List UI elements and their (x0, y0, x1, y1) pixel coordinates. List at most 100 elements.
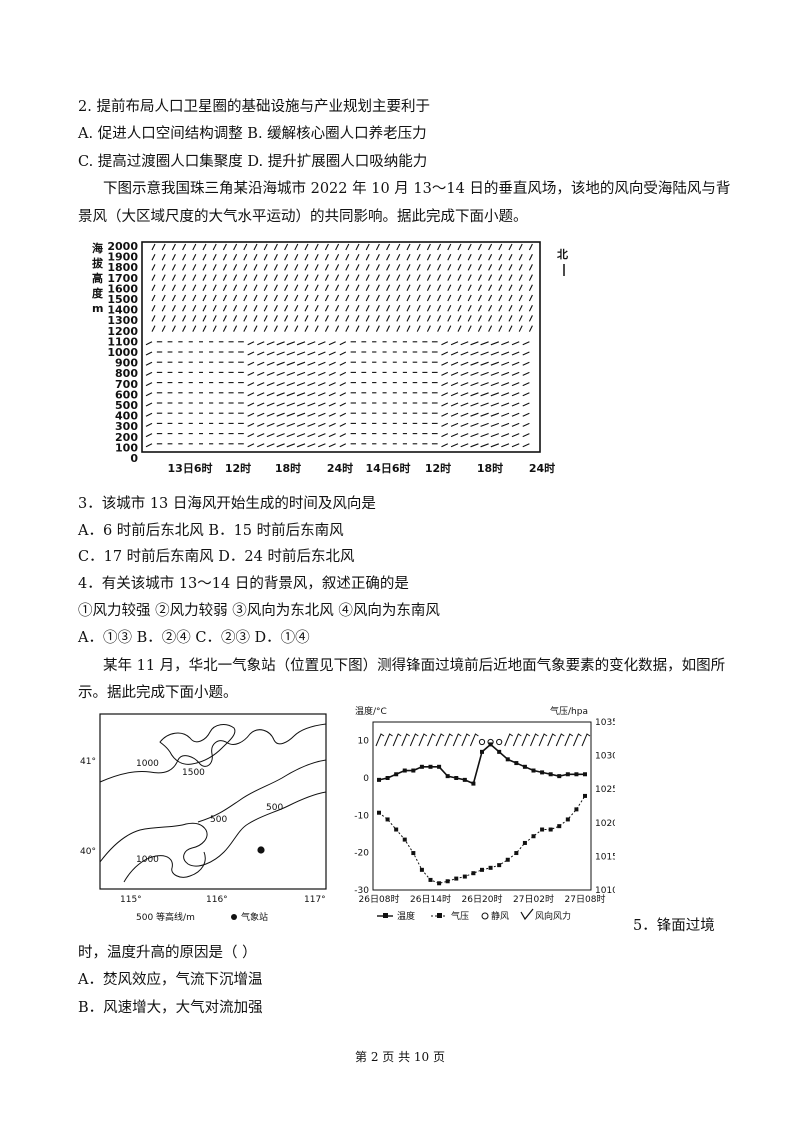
wind-arrow (518, 274, 523, 281)
wind-arrow (317, 433, 326, 438)
wind-arrow (266, 382, 275, 387)
map-frame (99, 713, 327, 890)
wind-arrow (192, 325, 197, 332)
wind-yticks: 2000190018001700160015001400130012001100… (107, 240, 138, 465)
wind-arrow (182, 243, 187, 251)
legend-pressure: 气压 (451, 910, 469, 922)
wind-arrow (386, 264, 391, 271)
wind-arrow (317, 443, 326, 448)
contour-1000-north (99, 723, 327, 783)
wind-arrow (145, 351, 153, 356)
wind-arrow (375, 274, 380, 281)
wind-arrow (145, 443, 153, 448)
wind-arrow (528, 284, 533, 292)
wind-arrow (304, 264, 309, 271)
wind-arrow (365, 325, 370, 332)
wind-arrow (294, 274, 299, 281)
chart-ticks: 10 0 -10 -20 -30 1035 1030 1025 1020 1015 1010 26日0… (354, 718, 615, 905)
wind-arrow (522, 433, 530, 438)
wind-ytick-label: 400 (115, 410, 138, 423)
wind-arrow (467, 304, 472, 312)
wind-arrow (263, 294, 268, 302)
wind-arrow (202, 253, 207, 261)
wind-arrow (460, 361, 469, 366)
wind-arrow (416, 253, 421, 261)
wind-arrow (296, 422, 306, 427)
wind-arrow (202, 264, 207, 271)
wind-arrow (480, 402, 489, 407)
temperature-point (385, 776, 390, 780)
wind-arrow (212, 315, 217, 322)
wind-xticks: 13日6时 12时 18时 24时 14日6时 12时 18时 24时 (168, 461, 556, 475)
wind-arrow (501, 392, 510, 397)
wind-xtick-label: 12时 (425, 461, 451, 475)
wind-arrow (253, 304, 258, 312)
wind-arrow (266, 392, 275, 397)
wind-arrow (276, 443, 285, 448)
wind-arrow (355, 304, 360, 312)
wind-arrow (247, 361, 255, 366)
lon-label-117: 117° (304, 895, 326, 905)
wind-arrow (192, 315, 197, 322)
wind-arrow (488, 284, 493, 292)
pressure-point (419, 867, 424, 872)
wind-arrow (182, 304, 187, 312)
wind-arrow (247, 382, 255, 387)
wind-arrow (470, 351, 479, 356)
wind-arrow (296, 361, 306, 366)
pressure-point (471, 871, 476, 876)
wind-barb-symbol (512, 733, 522, 747)
wind-arrow (145, 433, 153, 438)
wind-barb-symbol (435, 733, 445, 747)
temperature-point (411, 768, 416, 773)
chart-left-tick: 0 (363, 774, 369, 784)
wind-arrow (192, 284, 197, 292)
pressure-point (531, 834, 536, 839)
wind-xtick-label: 24时 (327, 461, 353, 475)
wind-arrow (511, 371, 520, 376)
wind-arrow (375, 304, 380, 312)
wind-arrow (365, 304, 370, 312)
wind-arrow (406, 253, 411, 261)
wind-arrow (522, 392, 530, 397)
wind-ylabel-char: 拔 (92, 256, 104, 270)
lon-label-115: 115° (120, 895, 142, 905)
wind-arrow (296, 371, 306, 376)
wind-ylabel-char: 海 (92, 241, 103, 255)
wind-arrow (518, 264, 523, 271)
wind-arrow (273, 284, 278, 292)
wind-ylabel-char: m (92, 302, 103, 315)
wind-arrow (307, 371, 316, 376)
chart-wind-symbols (375, 733, 591, 747)
wind-arrow (416, 284, 421, 292)
wind-arrow (375, 294, 380, 302)
wind-arrow (247, 422, 255, 427)
wind-arrow (450, 412, 459, 417)
wind-arrow (416, 274, 421, 281)
wind-arrow (508, 253, 513, 261)
wind-arrow (247, 341, 255, 346)
wind-arrow (202, 315, 207, 322)
wind-arrow (441, 402, 449, 407)
wind-arrow (406, 315, 411, 322)
wind-barb-symbol (572, 733, 582, 747)
wind-arrow (467, 284, 472, 292)
wind-arrow (508, 264, 513, 271)
wind-ytick-label: 1600 (107, 282, 138, 295)
wind-arrow (437, 315, 442, 322)
wind-arrow (467, 325, 472, 332)
wind-arrow (284, 264, 289, 271)
wind-arrow (488, 325, 493, 332)
wind-arrow (151, 304, 156, 312)
wind-arrow (222, 304, 227, 312)
wind-arrow (324, 253, 329, 261)
wind-arrow (339, 422, 347, 427)
wind-arrow (296, 443, 306, 448)
wind-ytick-label: 200 (115, 431, 138, 444)
wind-barb-symbol (555, 733, 565, 747)
wind-ytick-label: 1700 (107, 272, 138, 285)
wind-arrow (286, 412, 295, 417)
weather-station-marker (257, 846, 265, 854)
wind-arrow (171, 315, 176, 322)
wind-arrow (522, 412, 530, 417)
